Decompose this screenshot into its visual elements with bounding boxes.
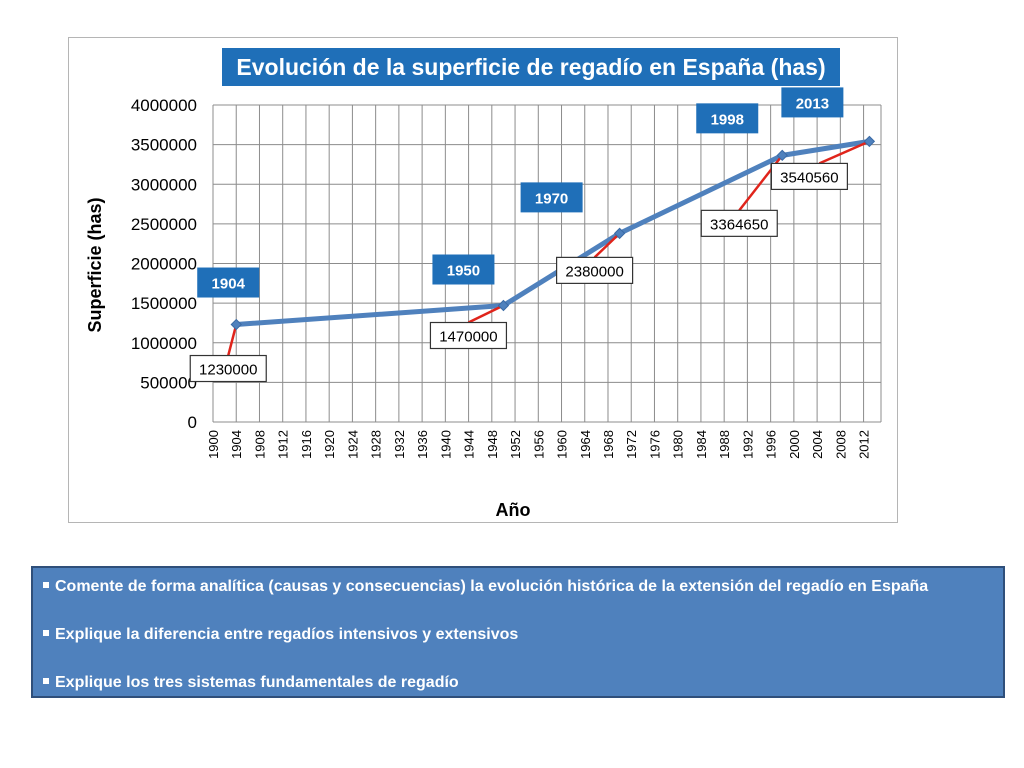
year-label: 1998	[711, 111, 744, 128]
year-label-box	[781, 87, 844, 118]
y-tick-label: 3000000	[131, 175, 197, 194]
x-tick-label: 1948	[485, 430, 500, 459]
x-tick-label: 2004	[810, 430, 825, 459]
x-tick-label: 1968	[601, 430, 616, 459]
x-tick-label: 1956	[531, 430, 546, 459]
value-callout: 1230000	[199, 362, 257, 379]
x-tick-label: 2000	[787, 430, 802, 459]
x-tick-label: 1980	[671, 430, 686, 459]
x-tick-label: 1924	[345, 430, 360, 459]
value-callout-box	[556, 256, 634, 284]
x-tick-label: 1984	[694, 430, 709, 459]
question-text: Comente de forma analítica (causas y con…	[55, 578, 929, 595]
data-point	[776, 149, 788, 162]
y-tick-label: 2000000	[131, 255, 197, 274]
x-tick-label: 1928	[369, 430, 384, 459]
value-callout-box	[189, 354, 267, 383]
title-banner	[222, 48, 840, 86]
year-label: 2013	[796, 95, 829, 112]
x-tick-label: 1904	[229, 430, 244, 459]
data-point	[497, 299, 510, 312]
y-tick-label: 1500000	[131, 294, 197, 313]
callout-leader	[227, 324, 238, 356]
x-tick-label: 1996	[764, 430, 779, 459]
value-callout: 2380000	[565, 263, 623, 280]
y-tick-label: 2500000	[131, 215, 197, 234]
callout-leader	[818, 140, 870, 165]
x-tick-label: 2008	[833, 430, 848, 459]
x-tick-label: 1944	[462, 430, 477, 459]
question-text: Explique la diferencia entre regadíos in…	[55, 626, 519, 643]
year-label: 1904	[212, 276, 246, 293]
year-label-box	[696, 103, 759, 134]
value-callout: 3364650	[710, 216, 768, 233]
bullet-icon	[43, 581, 49, 588]
bullet-icon	[43, 677, 49, 684]
y-tick-label: 4000000	[131, 96, 197, 115]
year-label-box	[197, 267, 260, 298]
bullet-icon	[43, 629, 49, 636]
x-tick-label: 1976	[647, 430, 662, 459]
x-tick-label: 1992	[740, 430, 755, 459]
question-item: Explique la diferencia entre regadíos in…	[43, 624, 993, 672]
value-callout-box	[700, 209, 778, 237]
value-callout-box	[770, 162, 848, 191]
x-tick-label: 1964	[578, 430, 593, 459]
data-point	[863, 135, 876, 148]
y-axis-title: Superficie (has)	[85, 197, 105, 332]
value-callout-box	[429, 321, 508, 350]
year-label: 1950	[447, 263, 480, 280]
y-tick-label: 0	[188, 413, 197, 432]
y-tick-label: 3500000	[131, 136, 197, 155]
x-tick-label: 1940	[438, 430, 453, 459]
x-tick-label: 2012	[857, 430, 872, 459]
x-tick-label: 1988	[717, 430, 732, 459]
question-text: Explique los tres sistemas fundamentales…	[55, 674, 459, 691]
callout-leader	[593, 232, 621, 259]
chart-title: Evolución de la superficie de regadío en…	[236, 54, 825, 80]
x-tick-label: 1916	[299, 430, 314, 459]
questions-box: Comente de forma analítica (causas y con…	[31, 566, 1005, 698]
year-label-box	[520, 182, 583, 213]
x-tick-label: 1972	[624, 430, 639, 459]
year-label: 1970	[535, 190, 568, 207]
value-callout: 3540560	[780, 169, 838, 186]
question-item: Explique los tres sistemas fundamentales…	[43, 672, 993, 720]
chart-frame: Evolución de la superficie de regadío en…	[68, 37, 898, 523]
x-tick-label: 1952	[508, 430, 523, 459]
x-tick-label: 1912	[276, 430, 291, 459]
x-tick-label: 1932	[392, 430, 407, 459]
data-point	[230, 318, 242, 331]
value-callout: 1470000	[439, 329, 497, 346]
y-tick-label: 500000	[140, 373, 197, 392]
line-chart: Evolución de la superficie de regadío en…	[85, 48, 882, 520]
x-tick-label: 1908	[252, 430, 267, 459]
x-tick-label: 1936	[415, 430, 430, 459]
x-axis-title: Año	[496, 500, 531, 520]
x-tick-label: 1960	[555, 430, 570, 459]
data-point	[613, 227, 626, 240]
callout-leader	[467, 304, 504, 324]
question-item: Comente de forma analítica (causas y con…	[43, 576, 993, 624]
year-label-box	[432, 254, 495, 285]
y-tick-label: 1000000	[131, 334, 197, 353]
x-tick-label: 1920	[322, 430, 337, 459]
x-tick-label: 1900	[206, 430, 221, 459]
